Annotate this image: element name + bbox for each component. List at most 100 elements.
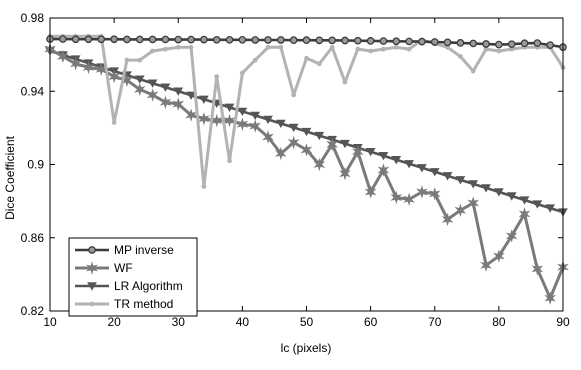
data-point-tr-method bbox=[278, 44, 284, 50]
axes bbox=[49, 17, 564, 312]
data-point-lr-algorithm bbox=[378, 152, 389, 161]
data-point-lr-algorithm bbox=[404, 160, 414, 169]
data-point-mp-inverse bbox=[97, 35, 106, 44]
data-point-tr-method bbox=[304, 55, 309, 61]
data-point-tr-method bbox=[291, 92, 297, 98]
data-point-wf bbox=[416, 185, 428, 199]
data-point-mp-inverse bbox=[84, 35, 93, 44]
data-point-wf bbox=[236, 117, 249, 131]
legend-label-lr-algorithm: LR Algorithm bbox=[114, 279, 183, 293]
data-point-tr-method bbox=[457, 54, 463, 59]
data-point-wf bbox=[287, 135, 300, 150]
data-point-wf bbox=[467, 196, 480, 210]
x-tick-label: 50 bbox=[300, 315, 314, 329]
x-tick-label: 60 bbox=[364, 315, 378, 329]
data-point-wf bbox=[339, 166, 351, 181]
data-point-mp-inverse bbox=[341, 36, 349, 45]
data-point-lr-algorithm bbox=[134, 75, 145, 84]
legend-marker-tr-method bbox=[89, 301, 95, 307]
data-point-lr-algorithm bbox=[301, 127, 312, 137]
data-point-wf bbox=[493, 249, 505, 263]
data-point-wf bbox=[249, 119, 262, 133]
data-point-lr-algorithm bbox=[417, 164, 427, 173]
data-point-tr-method bbox=[368, 48, 374, 54]
data-point-lr-algorithm bbox=[494, 188, 504, 197]
data-point-lr-algorithm bbox=[532, 200, 543, 209]
data-point-wf bbox=[133, 82, 146, 97]
data-point-mp-inverse bbox=[507, 40, 516, 49]
data-point-mp-inverse bbox=[161, 35, 170, 44]
series-wf bbox=[44, 42, 569, 305]
legend-marker-lr-algorithm bbox=[87, 282, 97, 291]
data-point-mp-inverse bbox=[302, 36, 311, 45]
data-point-mp-inverse bbox=[379, 37, 388, 45]
data-point-tr-method bbox=[252, 57, 258, 63]
data-point-mp-inverse bbox=[430, 38, 439, 46]
data-point-mp-inverse bbox=[212, 35, 221, 44]
data-point-wf bbox=[172, 97, 185, 111]
x-tick-label: 80 bbox=[492, 315, 506, 329]
data-point-lr-algorithm bbox=[224, 103, 235, 112]
data-point-wf bbox=[82, 60, 95, 75]
data-point-wf bbox=[159, 95, 172, 109]
data-point-tr-method bbox=[137, 57, 143, 63]
data-point-tr-method bbox=[227, 158, 232, 164]
data-point-lr-algorithm bbox=[545, 204, 556, 213]
data-point-wf bbox=[198, 112, 210, 126]
data-point-mp-inverse bbox=[251, 36, 260, 44]
data-point-wf bbox=[390, 190, 403, 205]
data-point-tr-method bbox=[496, 48, 502, 54]
y-tick-label: 0.9 bbox=[27, 158, 44, 172]
data-point-lr-algorithm bbox=[250, 111, 261, 121]
y-tick-label: 0.94 bbox=[21, 84, 45, 98]
x-tick-label: 30 bbox=[172, 315, 186, 329]
data-point-lr-algorithm bbox=[160, 83, 171, 92]
data-point-tr-method bbox=[342, 79, 348, 85]
data-point-wf bbox=[518, 207, 531, 221]
data-point-mp-inverse bbox=[456, 39, 465, 47]
data-point-lr-algorithm bbox=[340, 139, 350, 149]
data-point-mp-inverse bbox=[469, 39, 478, 48]
data-point-lr-algorithm bbox=[455, 176, 466, 185]
data-point-lr-algorithm bbox=[275, 119, 286, 129]
data-point-lr-algorithm bbox=[481, 184, 491, 193]
plot-area bbox=[44, 33, 569, 305]
data-point-mp-inverse bbox=[533, 39, 542, 47]
data-point-mp-inverse bbox=[482, 40, 490, 48]
data-point-tr-method bbox=[239, 70, 245, 76]
data-point-mp-inverse bbox=[174, 35, 183, 44]
series-tr-method bbox=[47, 33, 566, 189]
data-point-mp-inverse bbox=[123, 35, 131, 44]
data-point-mp-inverse bbox=[58, 35, 67, 43]
data-point-lr-algorithm bbox=[263, 115, 273, 125]
data-point-lr-algorithm bbox=[442, 172, 453, 181]
data-point-mp-inverse bbox=[187, 35, 195, 44]
data-point-lr-algorithm bbox=[147, 79, 158, 88]
data-point-mp-inverse bbox=[328, 36, 336, 45]
data-point-wf bbox=[441, 212, 454, 227]
series-mp-inverse bbox=[46, 35, 567, 51]
data-point-lr-algorithm bbox=[391, 156, 402, 165]
x-tick-label: 40 bbox=[236, 315, 250, 329]
data-point-tr-method bbox=[111, 119, 117, 125]
legend-marker-wf bbox=[86, 261, 98, 275]
data-point-mp-inverse bbox=[443, 38, 452, 47]
y-axis-label: Dice Coefficient bbox=[3, 135, 17, 219]
data-point-wf bbox=[428, 187, 441, 201]
data-point-tr-method bbox=[124, 57, 130, 63]
legend-label-tr-method: TR method bbox=[114, 297, 173, 311]
data-point-mp-inverse bbox=[135, 35, 144, 44]
data-point-mp-inverse bbox=[200, 35, 208, 44]
data-point-tr-method bbox=[163, 46, 168, 52]
legend-marker-mp-inverse bbox=[88, 246, 96, 254]
data-point-wf bbox=[403, 192, 415, 206]
data-point-tr-method bbox=[381, 46, 386, 52]
data-point-mp-inverse bbox=[520, 39, 529, 48]
x-tick-label: 20 bbox=[107, 315, 121, 329]
data-point-wf bbox=[505, 229, 518, 243]
data-point-tr-method bbox=[470, 68, 476, 74]
data-point-lr-algorithm bbox=[237, 107, 248, 116]
data-point-wf bbox=[377, 163, 390, 177]
data-point-lr-algorithm bbox=[186, 91, 196, 100]
data-point-tr-method bbox=[188, 44, 194, 50]
